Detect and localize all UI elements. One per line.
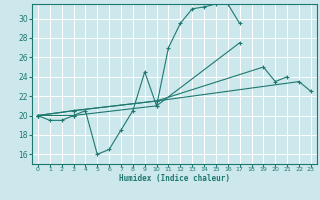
X-axis label: Humidex (Indice chaleur): Humidex (Indice chaleur)	[119, 174, 230, 183]
